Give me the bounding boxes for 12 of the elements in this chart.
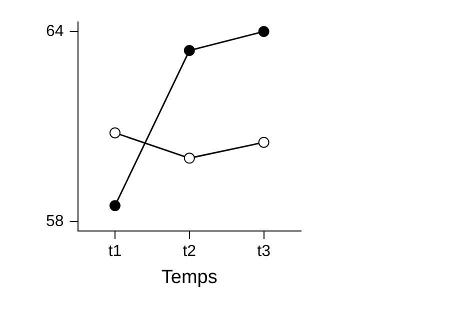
x-tick-label: t2 <box>182 243 196 260</box>
x-tick-label: t1 <box>108 243 122 260</box>
point <box>184 152 195 164</box>
point <box>110 200 120 212</box>
y-tick-label: 64 <box>46 22 64 40</box>
point <box>184 45 195 56</box>
x-axis-title: Temps <box>161 266 218 288</box>
point <box>258 26 270 37</box>
y-tick-label: 58 <box>46 212 64 230</box>
point <box>110 127 120 138</box>
point <box>258 136 270 148</box>
x-tick-label: t3 <box>257 243 271 260</box>
